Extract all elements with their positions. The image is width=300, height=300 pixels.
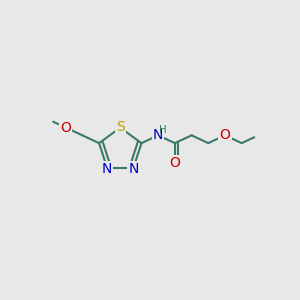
- Text: O: O: [169, 156, 180, 170]
- Text: O: O: [220, 128, 230, 142]
- Text: N: N: [102, 162, 112, 176]
- Text: N: N: [153, 128, 164, 142]
- Text: H: H: [159, 125, 167, 135]
- Text: S: S: [116, 120, 125, 134]
- Text: N: N: [128, 162, 139, 176]
- Text: O: O: [60, 121, 71, 134]
